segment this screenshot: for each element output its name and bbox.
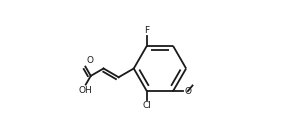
Text: O: O — [185, 87, 192, 96]
Text: F: F — [144, 26, 149, 35]
Text: OH: OH — [78, 86, 92, 95]
Text: O: O — [86, 56, 93, 65]
Text: Cl: Cl — [142, 101, 151, 110]
